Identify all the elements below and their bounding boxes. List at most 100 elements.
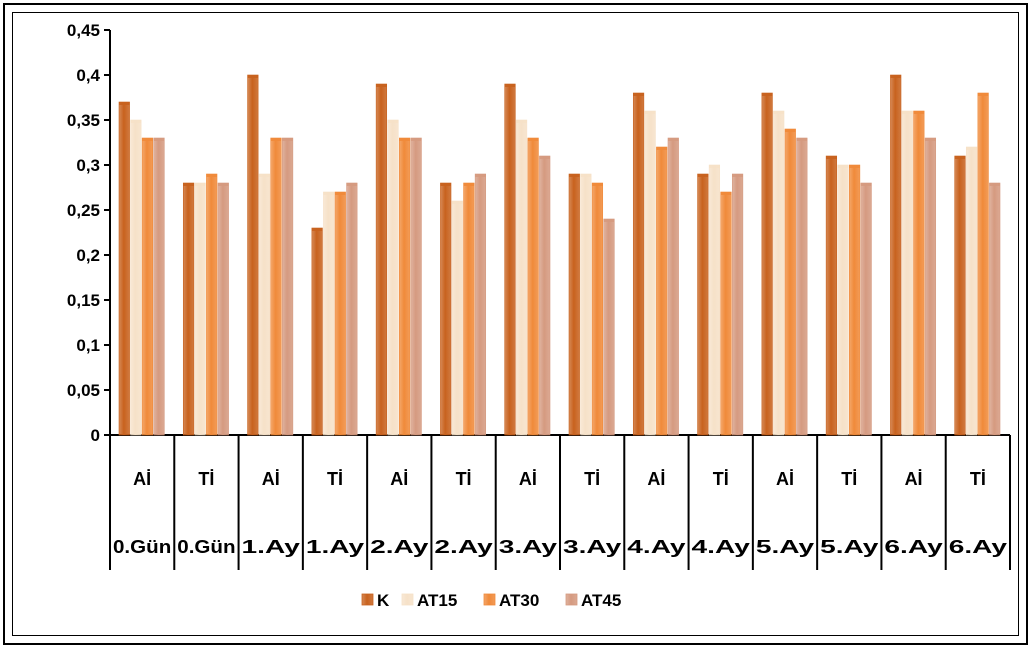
bar-at15-4 [387, 119, 399, 436]
bar-at30-8 [656, 146, 668, 436]
bar-at30-3 [334, 191, 346, 436]
bar-k-1 [182, 182, 195, 436]
bar-cap [633, 93, 644, 96]
bar-at30-12 [913, 110, 925, 436]
bar-cap [130, 120, 142, 123]
bar-at30-6 [527, 137, 539, 436]
bar-cap [259, 174, 270, 177]
bar-at45-3 [346, 182, 358, 436]
bar-at15-2 [258, 173, 271, 436]
bar-at45-8 [667, 137, 679, 436]
bar-cap [119, 102, 130, 105]
bar-cap [989, 183, 1000, 186]
category-label-group: Aİ [519, 469, 537, 489]
bar-k-2 [247, 74, 259, 436]
bar-at45-12 [924, 137, 937, 436]
bar-k-8 [632, 92, 645, 436]
category-label-time: 5.Ay [756, 537, 814, 557]
bar-k-3 [311, 227, 323, 436]
y-tick-label: 0,25 [67, 201, 100, 220]
bar-k-9 [697, 173, 709, 436]
bar-at15-6 [515, 119, 528, 436]
bar-cap [323, 192, 334, 195]
bar-cap [773, 111, 784, 114]
category-label-group: Tİ [456, 469, 472, 489]
bar-cap [399, 138, 410, 141]
bar-at45-9 [731, 173, 744, 436]
category-label-group: Tİ [970, 469, 986, 489]
bar-cap [387, 120, 399, 123]
bar-at15-3 [323, 191, 335, 436]
y-tick-label: 0,05 [67, 381, 100, 400]
category-label-time: 0.Gün [113, 537, 171, 557]
bar-at30-0 [141, 137, 154, 436]
bar-cap [183, 183, 194, 186]
legend-label-at15: AT15 [417, 591, 457, 610]
category-labels: Aİ 0.Gün Tİ 0.Gün Aİ 1.Ay Tİ 1.Ay Aİ 2.Ay Tİ 2.Ay Aİ… [113, 469, 1007, 557]
bar-at15-8 [644, 110, 656, 436]
bar-cap [603, 219, 615, 222]
bar-cap [668, 138, 679, 141]
bar-cap [452, 201, 463, 204]
bar-at45-7 [603, 218, 615, 436]
category-label-group: Tİ [841, 469, 857, 489]
category-label-group: Tİ [327, 469, 343, 489]
legend: K AT15 AT30 AT45 [361, 591, 621, 610]
bar-cap [218, 183, 229, 186]
bar-cap [837, 165, 849, 168]
bar-cap [720, 192, 732, 195]
bar-at15-13 [965, 146, 978, 436]
category-label-group: Aİ [905, 469, 923, 489]
bar-cap [516, 120, 527, 123]
category-label-time: 5.Ay [820, 537, 878, 557]
bar-cap [732, 174, 743, 177]
bar-cap [539, 156, 550, 159]
bar-cap [335, 192, 346, 195]
bar-k-7 [568, 173, 580, 436]
y-tick-label: 0,4 [76, 66, 100, 85]
category-label-time: 2.Ay [434, 537, 492, 557]
bar-k-4 [375, 83, 388, 436]
bar-at45-2 [281, 137, 294, 436]
bar-cap [376, 84, 387, 87]
bar-cap [925, 138, 936, 141]
bar-at45-13 [989, 182, 1001, 436]
bar-at30-7 [591, 182, 604, 436]
category-label-group: Tİ [713, 469, 729, 489]
bar-at15-12 [901, 110, 913, 436]
category-label-group: Aİ [390, 469, 408, 489]
bar-cap [247, 75, 259, 78]
legend-label-at30: AT30 [499, 591, 539, 610]
bar-cap [270, 138, 282, 141]
bar-cap [527, 138, 539, 141]
bar-at15-10 [773, 110, 785, 436]
bar-cap [796, 138, 808, 141]
bar-k-5 [440, 182, 452, 436]
chart-frame [3, 3, 1028, 645]
bar-at30-9 [720, 191, 732, 436]
legend-label-at45: AT45 [581, 591, 621, 610]
category-label-time: 0.Gün [177, 537, 235, 557]
bar-cap [153, 138, 165, 141]
bar-cap [902, 111, 913, 114]
bar-cap [206, 174, 217, 177]
bar-cap [440, 183, 451, 186]
bar-k-0 [118, 101, 130, 436]
bar-at15-1 [194, 182, 206, 436]
bar-cap [785, 129, 796, 132]
bar-at45-0 [153, 137, 165, 436]
chart-inner-frame [12, 12, 1019, 636]
bar-cap [966, 147, 977, 150]
bar-at45-1 [217, 182, 229, 436]
bar-at45-10 [796, 137, 808, 436]
bar-at15-9 [708, 164, 721, 436]
bar-cap [580, 174, 592, 177]
bar-cap [849, 165, 860, 168]
bar-at45-11 [860, 182, 872, 436]
legend-label-k: K [377, 591, 390, 610]
category-label-group: Aİ [133, 469, 151, 489]
bar-at30-1 [206, 173, 218, 436]
category-label-time: 4.Ay [692, 537, 750, 557]
bar-cap [346, 183, 358, 186]
